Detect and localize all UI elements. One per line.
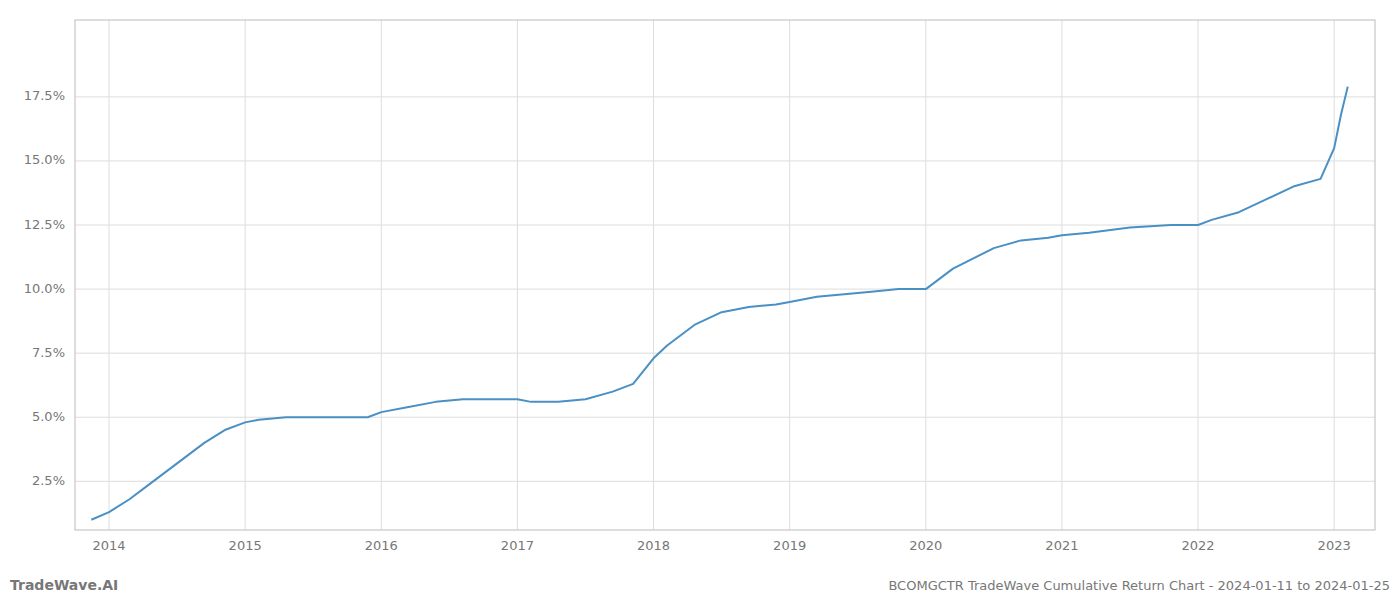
y-tick-label: 12.5% xyxy=(24,217,65,232)
watermark: TradeWave.AI xyxy=(10,577,118,593)
x-tick-label: 2019 xyxy=(773,538,806,553)
grid-line-x xyxy=(109,20,110,530)
x-tick-label: 2015 xyxy=(229,538,262,553)
tick-labels: 2.5% 5.0% 7.5% 10.0% 12.5% 15.0% 17.5% 2014 2015… xyxy=(24,88,1351,553)
x-tick-label: 2020 xyxy=(909,538,942,553)
grid-line-y xyxy=(75,353,1375,354)
grid-line-x xyxy=(517,20,518,530)
grid-line-y xyxy=(75,289,1375,290)
grid-line-x xyxy=(245,20,246,530)
x-tick-label: 2021 xyxy=(1045,538,1078,553)
y-tick-label: 10.0% xyxy=(24,281,65,296)
x-tick-label: 2016 xyxy=(365,538,398,553)
grid-line-x xyxy=(381,20,382,530)
line xyxy=(91,87,1347,520)
grid xyxy=(75,20,1375,530)
x-tick-label: 2022 xyxy=(1181,538,1214,553)
grid-line-y xyxy=(75,417,1375,418)
y-tick-label: 7.5% xyxy=(32,345,65,360)
grid-line-x xyxy=(789,20,790,530)
x-tick-label: 2023 xyxy=(1318,538,1351,553)
y-tick-label: 5.0% xyxy=(32,409,65,424)
grid-line-y xyxy=(75,481,1375,482)
y-tick-label: 17.5% xyxy=(24,88,65,103)
chart: 2.5% 5.0% 7.5% 10.0% 12.5% 15.0% 17.5% 2014 2015… xyxy=(0,0,1400,600)
y-tick-label: 15.0% xyxy=(24,152,65,167)
x-tick-label: 2014 xyxy=(92,538,125,553)
plot-frame xyxy=(75,20,1375,530)
x-tick-label: 2017 xyxy=(501,538,534,553)
grid-line-x xyxy=(1198,20,1199,530)
grid-line-x xyxy=(1061,20,1062,530)
title: BCOMGCTR TradeWave Cumulative Return Cha… xyxy=(888,578,1390,593)
grid-line-x xyxy=(1334,20,1335,530)
x-tick-label: 2018 xyxy=(637,538,670,553)
grid-line-y xyxy=(75,96,1375,97)
grid-line-x xyxy=(653,20,654,530)
grid-line-x xyxy=(925,20,926,530)
data-area xyxy=(91,87,1347,520)
grid-line-y xyxy=(75,160,1375,161)
y-tick-label: 2.5% xyxy=(32,473,65,488)
